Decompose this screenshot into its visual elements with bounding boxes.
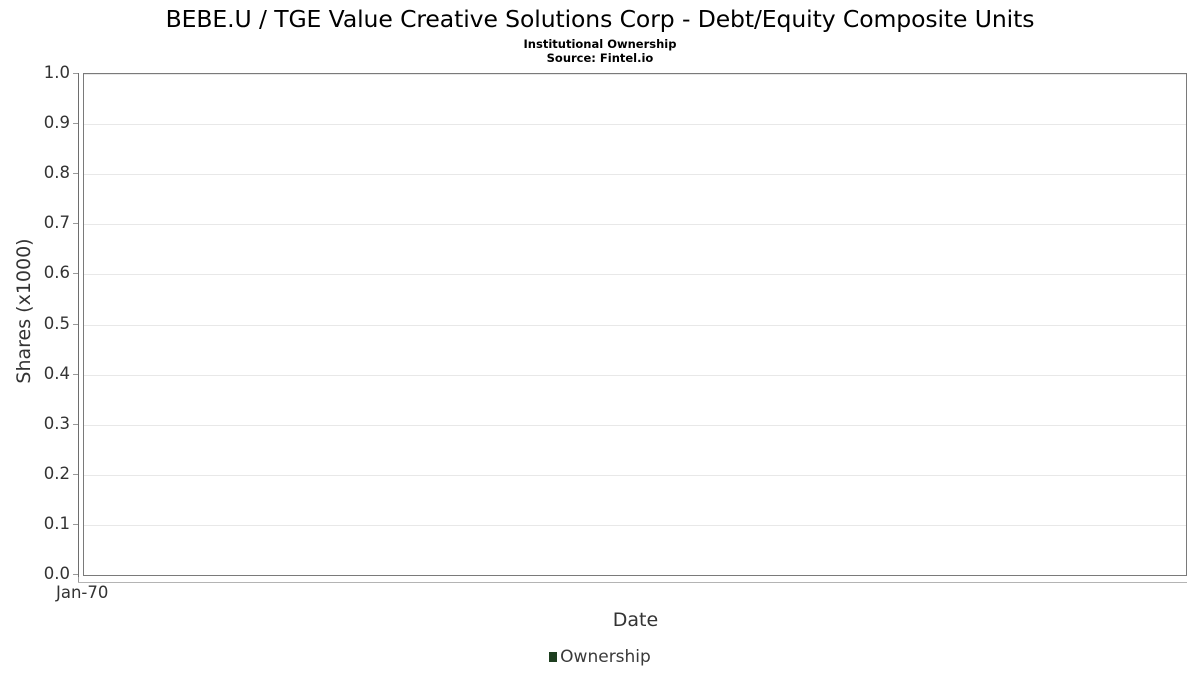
y-tick-mark	[73, 73, 78, 74]
gridline-horizontal	[84, 74, 1186, 75]
gridline-horizontal	[84, 174, 1186, 175]
y-tick-label: 0.5	[43, 314, 70, 333]
y-tick-mark	[73, 123, 78, 124]
legend-label: Ownership	[560, 647, 651, 667]
y-tick-mark	[73, 524, 78, 525]
gridline-horizontal	[84, 375, 1186, 376]
y-tick-label: 0.2	[43, 464, 70, 483]
y-axis-title: Shares (x1000)	[13, 238, 35, 384]
legend-swatch-icon	[549, 652, 558, 662]
y-tick-label: 0.3	[43, 414, 70, 433]
y-tick-mark	[73, 223, 78, 224]
gridlines	[84, 74, 1186, 575]
y-tick-label: 0.4	[43, 364, 70, 383]
y-tick-label: 0.7	[43, 213, 70, 232]
y-tick-label: 0.1	[43, 514, 70, 533]
y-tick-mark	[73, 173, 78, 174]
chart-title: BEBE.U / TGE Value Creative Solutions Co…	[165, 5, 1035, 33]
gridline-horizontal	[84, 525, 1186, 526]
x-tick-mark	[78, 577, 79, 582]
y-tick-label: 0.9	[43, 113, 70, 132]
y-tick-label: 0.0	[43, 564, 70, 583]
chart-subtitle: Institutional Ownership	[523, 37, 677, 51]
y-tick-label: 0.8	[43, 163, 70, 182]
y-tick-label: 1.0	[43, 63, 70, 82]
y-tick-mark	[73, 324, 78, 325]
gridline-horizontal	[84, 124, 1186, 125]
legend-item[interactable]: Ownership	[549, 648, 651, 666]
y-tick-mark	[73, 374, 78, 375]
y-tick-mark	[73, 424, 78, 425]
chart-legend: Ownership	[0, 648, 1200, 666]
y-tick-mark	[73, 273, 78, 274]
x-axis-title: Date	[612, 609, 659, 631]
gridline-horizontal	[84, 224, 1186, 225]
gridline-horizontal	[84, 475, 1186, 476]
y-tick-mark	[73, 474, 78, 475]
y-axis-line	[78, 73, 79, 578]
gridline-horizontal	[84, 425, 1186, 426]
plot-area	[83, 73, 1187, 576]
chart-source: Source: Fintel.io	[546, 51, 654, 65]
x-tick-label: Jan-70	[56, 583, 109, 602]
gridline-horizontal	[84, 325, 1186, 326]
x-axis-line	[78, 582, 1187, 583]
y-tick-mark	[73, 574, 78, 575]
chart-header: BEBE.U / TGE Value Creative Solutions Co…	[0, 0, 1200, 65]
y-tick-label: 0.6	[43, 263, 70, 282]
gridline-horizontal	[84, 274, 1186, 275]
